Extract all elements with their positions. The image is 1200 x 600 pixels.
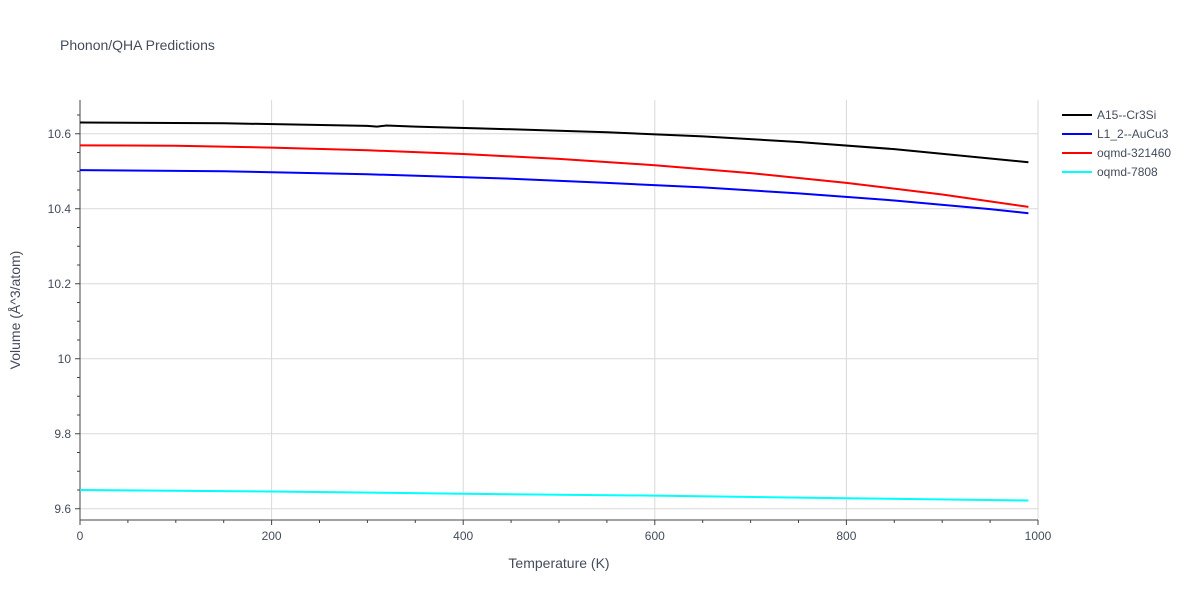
y-ticks: 9.6 9.8 10 10.2 10.4 10.6 xyxy=(48,127,72,516)
legend-item-label[interactable]: A15--Cr3Si xyxy=(1097,108,1156,122)
x-tick-label: 200 xyxy=(262,529,282,543)
y-axis-title: Volume (Å^3/atom) xyxy=(7,251,23,370)
plot-area xyxy=(79,121,1029,502)
x-tick-label: 1000 xyxy=(1025,529,1052,543)
series-line[interactable] xyxy=(79,144,1029,208)
y-tick-label: 10.2 xyxy=(48,277,72,291)
y-tick-label: 10.4 xyxy=(48,202,72,216)
grid xyxy=(80,100,1039,520)
legend-item-label[interactable]: L1_2--AuCu3 xyxy=(1097,127,1169,141)
y-tick-label: 9.8 xyxy=(54,427,71,441)
x-axis-title: Temperature (K) xyxy=(508,555,609,571)
series-line[interactable] xyxy=(79,489,1029,502)
y-tick-label: 9.6 xyxy=(54,502,71,516)
axes xyxy=(75,100,1039,525)
x-tick-label: 800 xyxy=(836,529,856,543)
x-tick-label: 400 xyxy=(453,529,473,543)
x-tick-label: 0 xyxy=(77,529,84,543)
series-line[interactable] xyxy=(79,169,1029,215)
legend-item-label[interactable]: oqmd-7808 xyxy=(1097,165,1158,179)
series-line[interactable] xyxy=(79,121,1029,164)
chart-title: Phonon/QHA Predictions xyxy=(60,37,215,53)
y-tick-label: 10 xyxy=(58,352,72,366)
x-tick-label: 600 xyxy=(645,529,665,543)
y-tick-label: 10.6 xyxy=(48,127,72,141)
x-ticks: 0 200 400 600 800 1000 xyxy=(77,529,1052,543)
legend-item-label[interactable]: oqmd-321460 xyxy=(1097,146,1171,160)
legend[interactable]: A15--Cr3Si L1_2--AuCu3 oqmd-321460 oqmd-780… xyxy=(1062,108,1171,179)
